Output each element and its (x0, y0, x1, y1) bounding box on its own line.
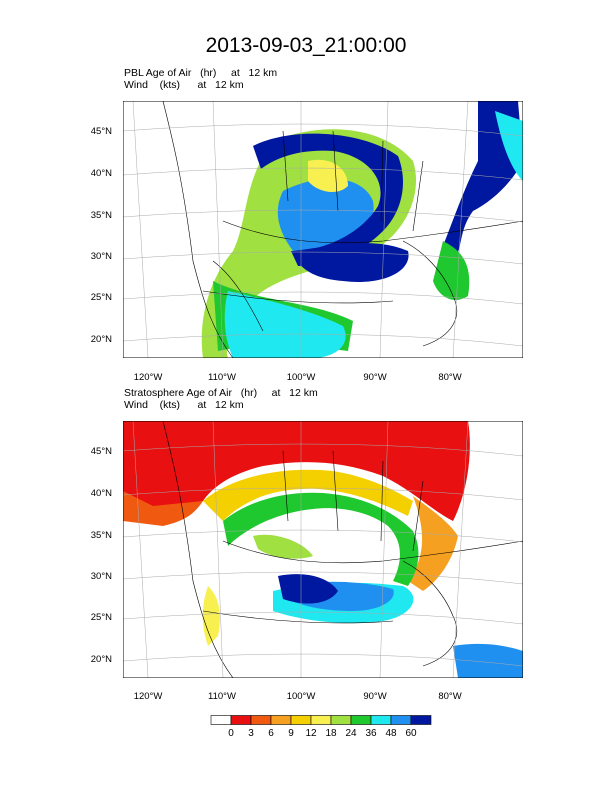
panel2-map-lines (162, 421, 523, 678)
pbl-field-east-cyan (495, 111, 523, 181)
panel1-graticule (123, 101, 523, 358)
panel1-map-lines (162, 101, 523, 358)
strat-field-west-yellow (202, 586, 220, 646)
strat-field-yellow (203, 469, 413, 521)
strat-field-navy (278, 574, 338, 604)
colorbar-label: 36 (365, 728, 377, 739)
panel2-lat-label: 25°N (90, 612, 112, 623)
pbl-field-east-green (433, 241, 470, 301)
colorbar-label: 18 (325, 728, 337, 739)
colorbar-swatch (330, 715, 352, 725)
panel1-lon-label: 120°W (133, 372, 163, 383)
panel2-lon-label: 120°W (133, 691, 163, 702)
panel1-lat-label: 20°N (90, 334, 112, 345)
panel1-lat-label: 35°N (90, 210, 112, 221)
panel1-lat-label: 30°N (90, 251, 112, 262)
panel2-graticule (123, 421, 523, 678)
colorbar-label: 9 (288, 728, 294, 739)
colorbar-label: 12 (305, 728, 317, 739)
panel2-lat-label: 35°N (90, 530, 112, 541)
colorbar-swatch (230, 715, 252, 725)
strat-field-orange (123, 491, 203, 526)
strat-field-se-blue (453, 643, 523, 678)
pbl-field-navy-low (293, 243, 409, 282)
colorbar-swatch (270, 715, 292, 725)
colorbar-swatch (250, 715, 272, 725)
panel1-lat-label: 40°N (90, 168, 112, 179)
panel2-lon-label: 90°W (363, 691, 387, 702)
panel1-lon-label: 90°W (363, 372, 387, 383)
panel1-lon-label: 110°W (208, 372, 236, 383)
panel2-lat-label: 30°N (90, 571, 112, 582)
panel2-title-line1: Stratosphere Age of Air (hr) at 12 km (124, 387, 318, 399)
panel1-title-line2: Wind (kts) at 12 km (124, 79, 244, 91)
colorbar-label: 6 (268, 728, 274, 739)
panel1-map (123, 101, 523, 358)
colorbar-swatch (210, 715, 232, 725)
panel1-lon-label: 80°W (438, 372, 462, 383)
colorbar-swatch (290, 715, 312, 725)
strat-field-orange-east (408, 496, 458, 591)
colorbar-swatch (370, 715, 392, 725)
colorbar-label: 60 (405, 728, 417, 739)
colorbar-swatch (310, 715, 332, 725)
main-title: 2013-09-03_21:00:00 (205, 34, 407, 57)
colorbar-swatch (410, 715, 432, 725)
colorbar-label: 3 (248, 728, 254, 739)
panel2-map (123, 421, 523, 678)
panel1-lon-label: 100°W (286, 372, 316, 383)
colorbar-label: 24 (345, 728, 357, 739)
panel2-lon-label: 110°W (208, 691, 236, 702)
panel2-lat-label: 20°N (90, 654, 112, 665)
pbl-field-cyan (224, 291, 346, 358)
panel2-title-line2: Wind (kts) at 12 km (124, 399, 244, 411)
panel2-lon-label: 80°W (438, 691, 462, 702)
strat-field-green (223, 492, 419, 586)
colorbar-label: 48 (385, 728, 397, 739)
panel2-lat-label: 45°N (90, 446, 112, 457)
colorbar-swatch (350, 715, 372, 725)
panel1-title-line1: PBL Age of Air (hr) at 12 km (124, 67, 278, 79)
colorbar (210, 715, 432, 725)
colorbar-swatch (390, 715, 412, 725)
panel1-lat-label: 45°N (90, 126, 112, 137)
panel2-lon-label: 100°W (286, 691, 316, 702)
colorbar-label: 0 (228, 728, 234, 739)
pbl-field-navy-arc (253, 133, 403, 266)
panel1-lat-label: 25°N (90, 292, 112, 303)
strat-field-west-green (253, 534, 313, 559)
panel2-lat-label: 40°N (90, 488, 112, 499)
